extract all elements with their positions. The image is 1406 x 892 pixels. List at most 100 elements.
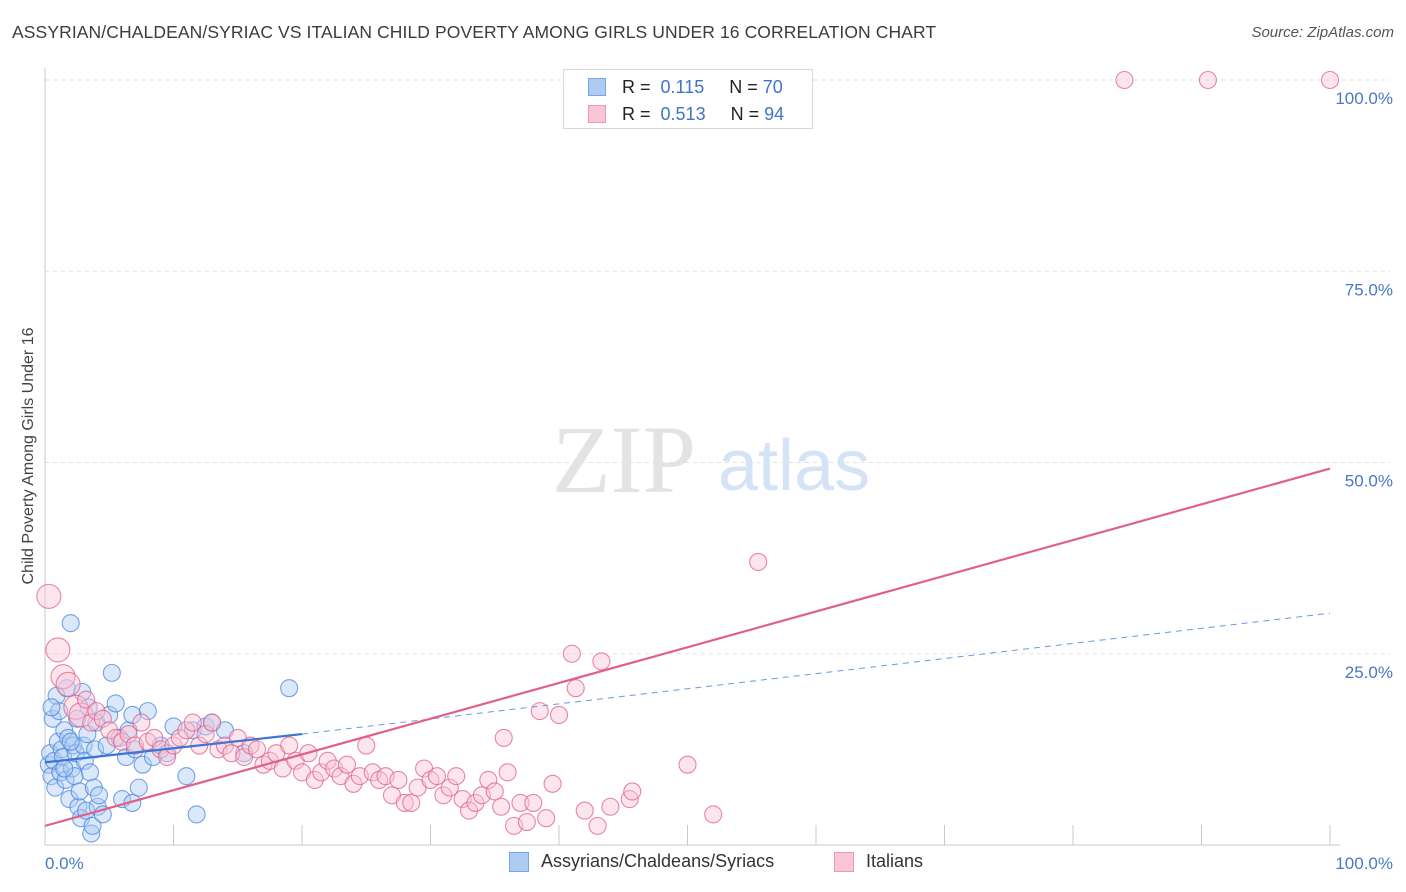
data-point [459,801,479,820]
data-point [82,713,101,732]
data-point [89,786,109,805]
legend-label-assyrians: Assyrians/Chaldeans/Syriacs [541,851,775,871]
data-point [82,824,101,843]
data-point [357,736,376,755]
data-point [566,679,585,698]
data-point [305,770,324,790]
data-point [1320,70,1340,90]
data-point [562,644,581,663]
data-point [466,793,485,812]
chart-title: ASSYRIAN/CHALDEAN/SYRIAC VS ITALIAN CHIL… [12,22,937,42]
data-point [80,763,100,782]
data-point [170,728,189,747]
data-point [87,702,106,721]
data-point [43,709,62,728]
r-label: R = [622,76,651,97]
data-point [549,705,569,725]
data-point [83,816,102,835]
data-point [543,774,562,793]
data-point [485,782,504,801]
data-point [100,721,119,740]
data-point [93,709,112,728]
data-point [318,751,337,770]
legend-label-italians: Italians [866,851,924,871]
legend-item-italians[interactable]: Italians [834,851,923,872]
data-point [280,736,299,755]
data-point [132,713,151,732]
n-value: 70 [762,76,783,97]
data-point [337,755,357,774]
x-tick-label-max: 100.0% [1335,854,1393,873]
series-assyrians-points [39,614,299,843]
data-point [36,583,62,609]
r-value: 0.115 [660,76,705,97]
data-point [498,763,517,782]
data-point [492,797,511,816]
data-point [55,759,74,778]
legend-swatch-assyrians [509,851,529,872]
watermark: ZIP atlas [552,406,870,513]
axes [44,68,1340,846]
data-point [517,812,536,832]
data-point [588,816,607,835]
trend-line-italians [44,467,1331,827]
x-tick-labels: 0.0% 100.0% [45,854,1393,873]
data-point [344,774,363,793]
stats-legend: R = 0.115 N = 70 R = 0.513 N = 94 [563,69,813,129]
data-point [177,721,196,740]
data-point [575,801,594,820]
legend-swatch-italians [588,105,606,123]
data-point [102,663,121,682]
data-point [61,614,80,633]
data-point [133,755,152,774]
data-point [203,713,222,732]
data-point [749,552,768,572]
data-point [537,809,556,828]
y-axis-label: Child Poverty Among Girls Under 16 [20,327,37,584]
data-point [623,782,642,801]
y-tick-label: 75.0% [1345,280,1393,299]
legend-swatch-assyrians [588,78,606,96]
y-tick-label: 100.0% [1335,89,1393,108]
trend-line-assyrians [44,732,303,764]
source-label: Source: ZipAtlas.com [1251,24,1394,41]
r-value: 0.513 [660,103,706,124]
data-point [187,805,206,824]
data-point [61,732,80,751]
y-tick-label: 50.0% [1345,472,1393,491]
data-point [1115,70,1134,90]
data-point [129,778,148,797]
data-point [402,793,421,812]
data-point [427,767,446,786]
data-point [119,725,138,744]
data-point [42,698,61,717]
data-point [678,755,697,774]
n-label: N = [730,103,760,124]
series-italians-points [36,70,1340,835]
data-point [50,664,76,690]
n-label: N = [729,76,758,97]
data-point [138,702,157,721]
stats-row-assyrians: R = 0.115 N = 70 [588,75,783,99]
data-point [524,793,543,812]
data-point [511,793,530,812]
data-point [389,770,408,790]
data-point [395,793,414,812]
data-point [55,671,81,697]
data-point [56,770,75,790]
trend-lines [44,467,1331,827]
x-tick-label-min: 0.0% [45,854,84,873]
watermark-atlas: atlas [718,426,870,506]
data-point [494,728,513,747]
r-label: R = [622,103,651,124]
data-point [592,652,611,671]
data-point [479,770,498,790]
watermark-zip: ZIP [552,406,696,513]
data-point [434,786,453,805]
legend-swatch-italians [834,851,854,872]
data-point [247,740,267,759]
gridlines [45,79,1390,655]
data-point [70,782,89,801]
legend-item-assyrians[interactable]: Assyrians/Chaldeans/Syriacs [509,851,774,872]
